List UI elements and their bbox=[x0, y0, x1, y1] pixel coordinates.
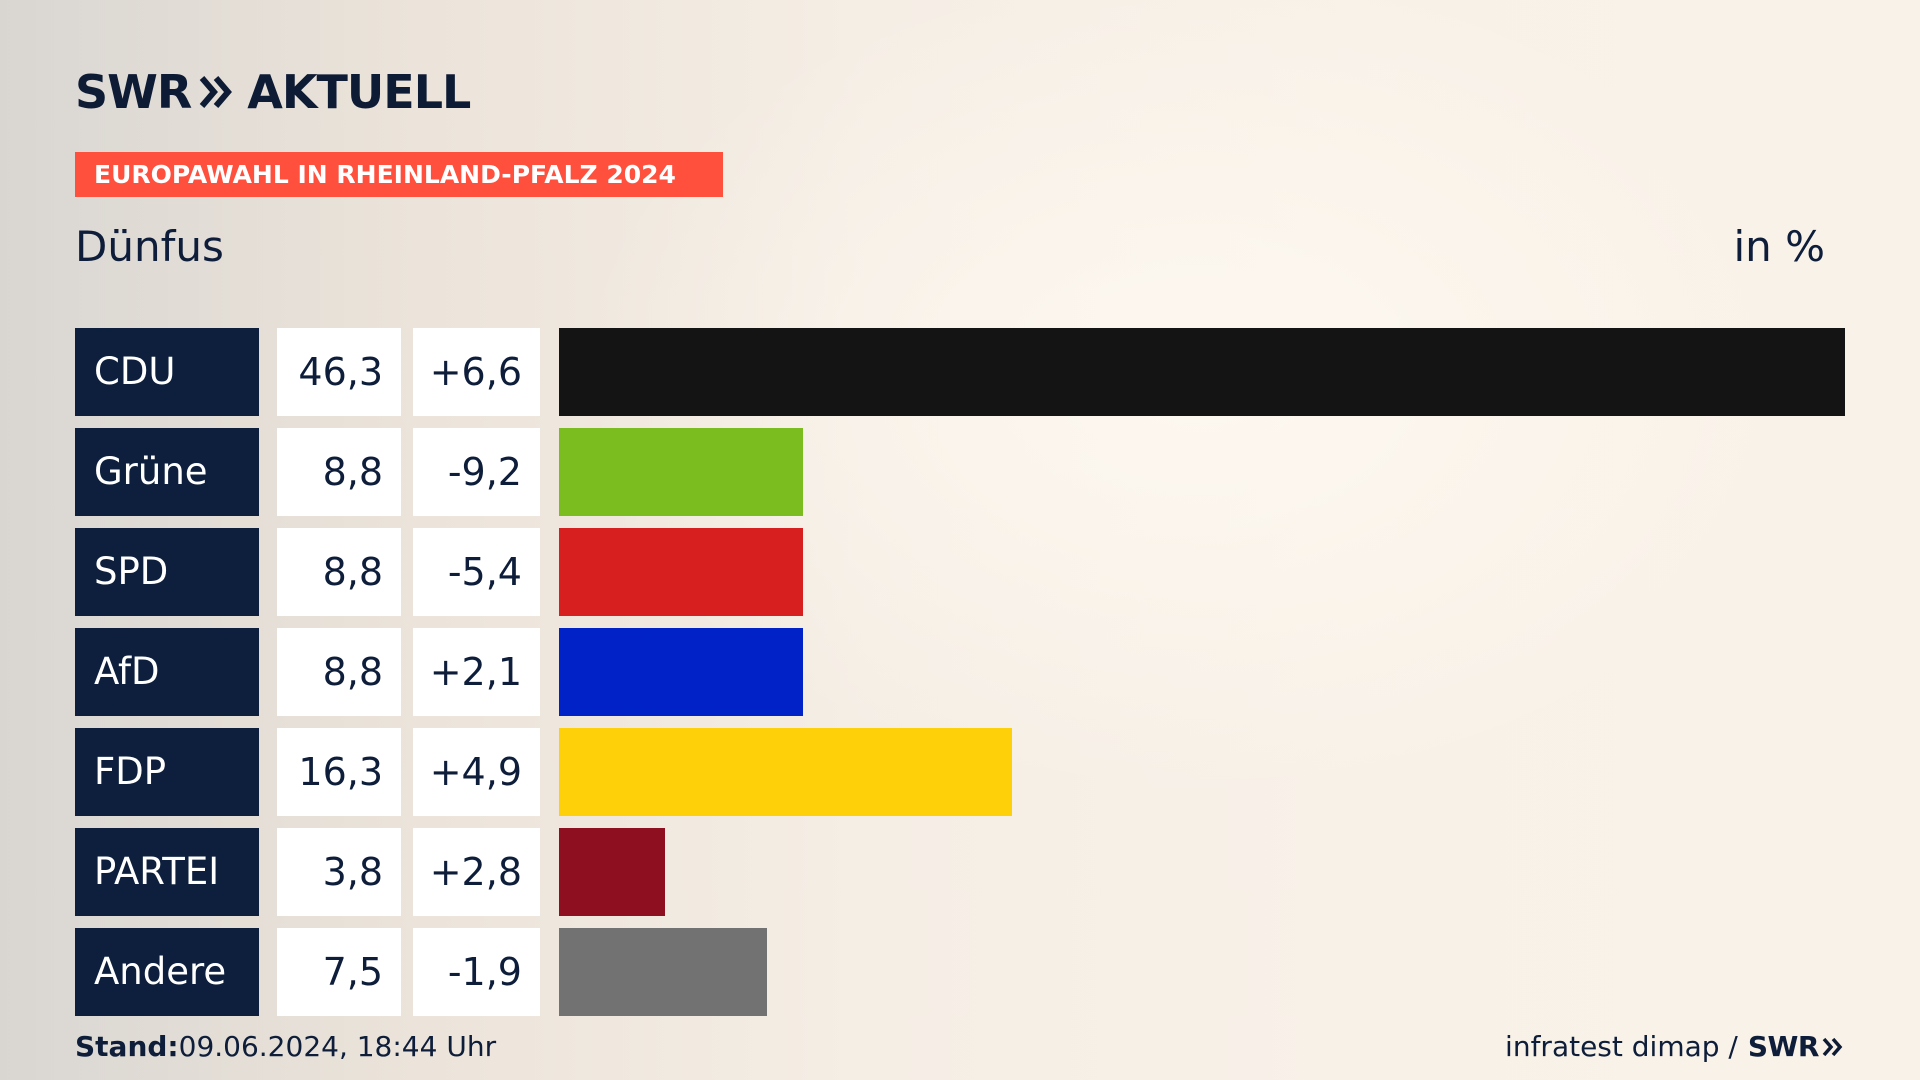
result-bar bbox=[559, 528, 803, 616]
party-label: PARTEI bbox=[75, 828, 259, 916]
chart-subtitle: Dünfus bbox=[75, 222, 224, 271]
timestamp-value: 09.06.2024, 18:44 Uhr bbox=[178, 1030, 497, 1063]
logo-aktuell-text: AKTUELL bbox=[247, 65, 471, 119]
party-label: CDU bbox=[75, 328, 259, 416]
election-banner: EUROPAWAHL IN RHEINLAND-PFALZ 2024 bbox=[75, 152, 723, 197]
change-label: -9,2 bbox=[413, 428, 540, 516]
result-row: PARTEI 3,8 +2,8 bbox=[75, 828, 1845, 916]
value-label: 7,5 bbox=[277, 928, 401, 1016]
change-label: +6,6 bbox=[413, 328, 540, 416]
value-label: 8,8 bbox=[277, 428, 401, 516]
unit-label: in % bbox=[1733, 222, 1825, 271]
result-row: Andere 7,5 -1,9 bbox=[75, 928, 1845, 1016]
value-label: 8,8 bbox=[277, 628, 401, 716]
party-label: AfD bbox=[75, 628, 259, 716]
change-label: +4,9 bbox=[413, 728, 540, 816]
result-row: AfD 8,8 +2,1 bbox=[75, 628, 1845, 716]
logo-swr-text: SWR bbox=[75, 65, 192, 119]
party-label: FDP bbox=[75, 728, 259, 816]
double-chevron-icon bbox=[199, 74, 233, 110]
result-bar bbox=[559, 728, 1012, 816]
value-label: 46,3 bbox=[277, 328, 401, 416]
swr-small-logo: SWR bbox=[1748, 1030, 1844, 1063]
source-credit: infratest dimap / SWR bbox=[1505, 1030, 1844, 1063]
timestamp: Stand:09.06.2024, 18:44 Uhr bbox=[75, 1030, 496, 1063]
party-label: Grüne bbox=[75, 428, 259, 516]
result-bar bbox=[559, 428, 803, 516]
change-label: +2,8 bbox=[413, 828, 540, 916]
swr-small-text: SWR bbox=[1747, 1030, 1820, 1063]
swr-aktuell-logo: SWR AKTUELL bbox=[75, 64, 471, 120]
source-text: infratest dimap / bbox=[1505, 1030, 1738, 1063]
party-label: SPD bbox=[75, 528, 259, 616]
value-label: 8,8 bbox=[277, 528, 401, 616]
result-row: Grüne 8,8 -9,2 bbox=[75, 428, 1845, 516]
change-label: -1,9 bbox=[413, 928, 540, 1016]
change-label: +2,1 bbox=[413, 628, 540, 716]
change-label: -5,4 bbox=[413, 528, 540, 616]
result-row: FDP 16,3 +4,9 bbox=[75, 728, 1845, 816]
party-label: Andere bbox=[75, 928, 259, 1016]
value-label: 16,3 bbox=[277, 728, 401, 816]
double-chevron-small-icon bbox=[1822, 1037, 1843, 1056]
result-bar bbox=[559, 928, 767, 1016]
timestamp-label: Stand: bbox=[75, 1030, 179, 1063]
value-label: 3,8 bbox=[277, 828, 401, 916]
result-bar bbox=[559, 628, 803, 716]
result-row: CDU 46,3 +6,6 bbox=[75, 328, 1845, 416]
result-row: SPD 8,8 -5,4 bbox=[75, 528, 1845, 616]
result-bar bbox=[559, 328, 1845, 416]
result-bar bbox=[559, 828, 665, 916]
